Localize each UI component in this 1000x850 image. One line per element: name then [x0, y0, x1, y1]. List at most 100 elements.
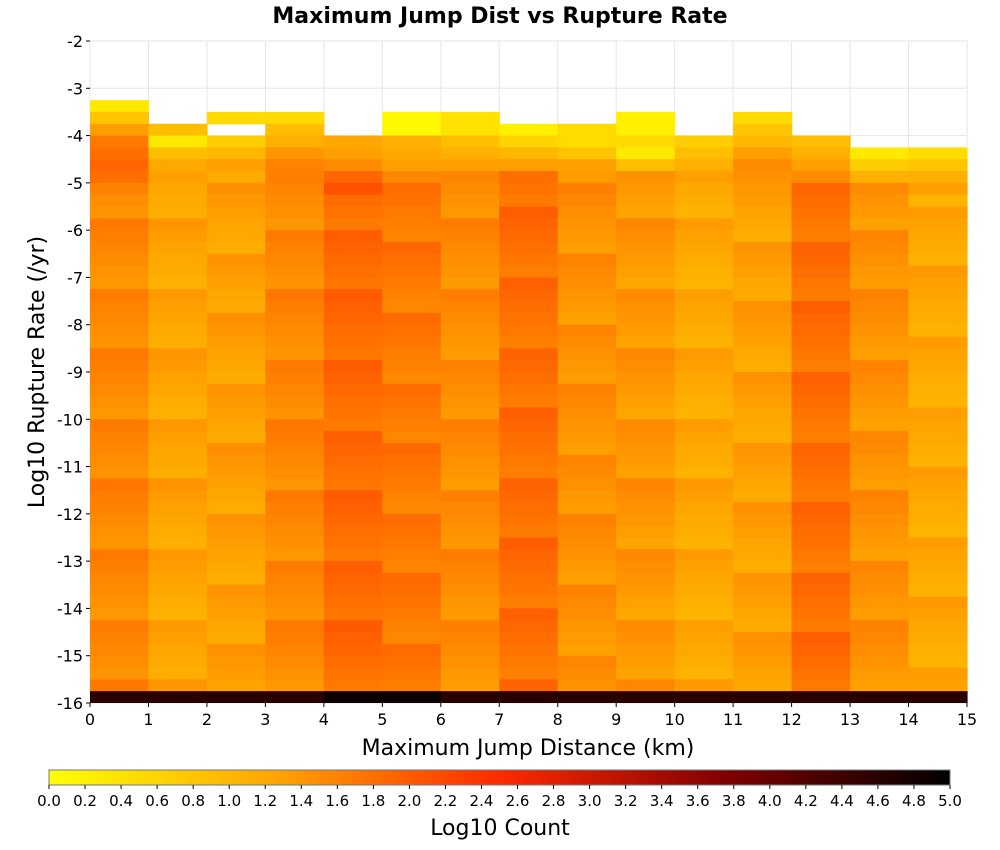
y-tick-label: -11 [57, 458, 83, 477]
heatmap-cell [90, 253, 150, 267]
heatmap-cell [850, 655, 910, 669]
heatmap-cell [850, 454, 910, 468]
heatmap-cell [382, 643, 442, 657]
heatmap-cell [850, 194, 910, 208]
heatmap-cell [733, 466, 793, 479]
heatmap-cell [674, 513, 734, 527]
heatmap-cell [791, 289, 851, 302]
heatmap-cell-bottom [265, 691, 325, 703]
heatmap-cell [499, 277, 559, 290]
heatmap-cell [323, 324, 383, 338]
heatmap-cell [850, 182, 910, 196]
colorbar-label: Log10 Count [430, 816, 570, 841]
heatmap-cell [908, 561, 968, 574]
heatmap-cell [499, 632, 559, 645]
heatmap-cell [616, 253, 676, 267]
y-tick-label: -16 [57, 694, 83, 713]
heatmap-cell [440, 655, 500, 669]
heatmap-cell [850, 584, 910, 598]
heatmap-cell [791, 277, 851, 290]
heatmap-cell [499, 478, 559, 491]
heatmap-cell [382, 667, 442, 680]
heatmap-cell [323, 395, 383, 409]
heatmap-cell [557, 395, 617, 409]
heatmap-cell [791, 608, 851, 621]
heatmap-cell [616, 537, 676, 550]
heatmap-cell [90, 312, 150, 326]
heatmap-cell [382, 336, 442, 349]
heatmap-cell [499, 431, 559, 444]
heatmap-cell [90, 620, 150, 633]
heatmap-cell [148, 265, 208, 279]
heatmap-cell [206, 466, 266, 479]
x-tick-label: 7 [494, 710, 504, 729]
heatmap-cell [674, 490, 734, 503]
heatmap-cell [323, 194, 383, 208]
heatmap-cell [850, 549, 910, 562]
colorbar-tick-label: 2.8 [542, 792, 566, 810]
heatmap-cell [850, 395, 910, 409]
heatmap-cell [557, 596, 617, 610]
heatmap-cell [148, 218, 208, 231]
heatmap-cell [323, 478, 383, 491]
heatmap-cell [440, 525, 500, 539]
heatmap-cell [440, 111, 500, 125]
heatmap-cell [850, 632, 910, 645]
colorbar-tick-label: 0.2 [73, 792, 97, 810]
heatmap-cell [90, 596, 150, 610]
heatmap-cell [148, 431, 208, 444]
heatmap-cell [850, 171, 910, 184]
heatmap-cell [206, 584, 266, 598]
colorbar-tick-label: 4.0 [758, 792, 782, 810]
heatmap-cell [148, 206, 208, 219]
heatmap-cell [148, 324, 208, 338]
heatmap-cell [616, 478, 676, 491]
y-tick-label: -13 [57, 552, 83, 571]
heatmap-cell [557, 360, 617, 373]
heatmap-cell [323, 667, 383, 680]
heatmap-cell [90, 667, 150, 680]
heatmap-cell [382, 655, 442, 669]
heatmap-cell [557, 620, 617, 633]
heatmap-cell [908, 206, 968, 219]
heatmap-cell [791, 478, 851, 491]
heatmap-cell [674, 608, 734, 621]
heatmap-cell [90, 147, 150, 160]
heatmap-cell [382, 230, 442, 243]
heatmap-cell [265, 301, 325, 314]
heatmap-cell [323, 454, 383, 468]
heatmap-cell [265, 206, 325, 219]
heatmap-cell [557, 643, 617, 657]
heatmap-cell [733, 265, 793, 279]
heatmap-cell [265, 561, 325, 574]
heatmap-cell [791, 490, 851, 503]
heatmap-cell [850, 230, 910, 243]
heatmap-cell [616, 230, 676, 243]
heatmap-cell [206, 241, 266, 255]
heatmap-cell [850, 502, 910, 515]
heatmap-cell [616, 643, 676, 657]
heatmap-cell [148, 454, 208, 468]
heatmap-cell [440, 490, 500, 503]
heatmap-cell [850, 643, 910, 657]
heatmap-cell [323, 171, 383, 184]
heatmap-cell [148, 182, 208, 196]
heatmap-cell [850, 667, 910, 680]
heatmap-cell [557, 490, 617, 503]
heatmap-cell [908, 525, 968, 539]
heatmap-cell [616, 206, 676, 219]
heatmap-cell [791, 442, 851, 456]
heatmap-cell [206, 253, 266, 267]
heatmap-cell [323, 182, 383, 196]
heatmap-cell [850, 620, 910, 633]
heatmap-cell [499, 667, 559, 680]
heatmap-cell [90, 549, 150, 562]
heatmap-cell [323, 620, 383, 633]
heatmap-cell [90, 466, 150, 479]
heatmap-cell [557, 632, 617, 645]
heatmap-cell [674, 502, 734, 515]
heatmap-cell [850, 572, 910, 586]
heatmap-cell [908, 419, 968, 432]
heatmap-cell [382, 372, 442, 385]
heatmap-cell [440, 159, 500, 172]
